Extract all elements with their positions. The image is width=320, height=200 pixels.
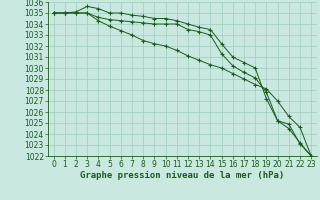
X-axis label: Graphe pression niveau de la mer (hPa): Graphe pression niveau de la mer (hPa)	[80, 171, 284, 180]
